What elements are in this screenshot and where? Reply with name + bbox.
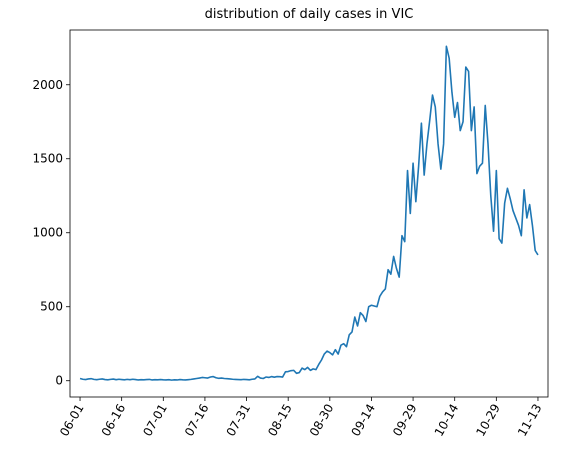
x-tick-label: 10-14 [432,402,462,439]
x-tick-label: 11-13 [515,402,545,439]
x-tick-label: 08-30 [307,402,337,439]
y-tick-label: 500 [40,300,63,314]
axes-frame [69,29,549,398]
y-tick-label: 1000 [32,226,63,240]
x-tick-label: 06-16 [99,402,129,439]
x-tick-label: 08-15 [265,402,295,439]
y-tick-label: 2000 [32,78,63,92]
x-tick-label: 10-29 [473,401,503,438]
y-tick-label: 1500 [32,152,63,166]
x-tick-label: 07-31 [224,402,254,439]
chart-title: distribution of daily cases in VIC [205,7,414,22]
y-tick-label: 0 [55,374,63,388]
x-tick-label: 07-01 [140,402,170,439]
x-tick-label: 09-14 [348,402,378,439]
x-tick-label: 07-16 [182,402,212,439]
x-tick-label: 06-01 [57,402,87,439]
series-line [79,45,539,381]
x-tick-label: 09-29 [390,402,420,439]
